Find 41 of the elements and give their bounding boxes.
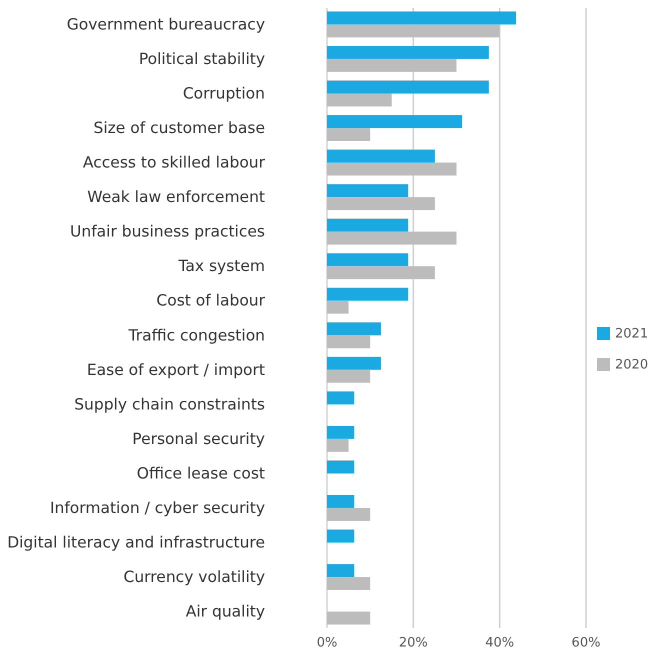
y-tick-label: Office lease cost [136, 464, 265, 482]
bar [327, 530, 354, 543]
legend-label: 2020 [615, 358, 648, 372]
y-tick-label: Access to skilled labour [82, 154, 266, 172]
y-tick-label: Tax system [177, 257, 265, 276]
x-tick-label: 40% [485, 636, 514, 650]
y-tick-label: Personal security [132, 430, 265, 448]
y-tick-label: Air quality [186, 602, 265, 621]
bar [327, 322, 381, 336]
y-tick-label: Currency volatility [124, 568, 265, 586]
y-tick-label: Information / cyber security [50, 498, 265, 517]
y-tick-label: Unfair business practices [70, 222, 265, 241]
y-tick-label: Size of customer base [94, 119, 265, 138]
y-tick-label: Traffic congestion [128, 326, 265, 344]
bar [327, 426, 354, 439]
x-tick-label: 60% [572, 636, 600, 650]
bar [327, 356, 381, 370]
y-tick-label: Political stability [138, 50, 265, 68]
y-tick-label: Government bureaucracy [66, 15, 265, 34]
y-tick-label: Ease of export / import [86, 360, 265, 379]
bar [327, 288, 408, 301]
bar [327, 391, 354, 404]
x-tick-label: 0% [316, 636, 338, 650]
y-tick-label: Weak law enforcement [87, 188, 265, 206]
bar [327, 184, 408, 198]
bar [327, 495, 354, 508]
y-tick-label: Corruption [182, 84, 265, 102]
bar [327, 11, 516, 24]
bar [327, 564, 354, 578]
bar [327, 460, 354, 474]
bar [327, 218, 408, 232]
y-tick-label: Supply chain constraints [74, 395, 265, 414]
y-tick-label: Digital literacy and infrastructure [7, 534, 265, 552]
y-tick-label: Cost of labour [156, 292, 266, 310]
x-tick-label: 20% [398, 636, 428, 650]
bar [327, 80, 489, 94]
bar [327, 115, 462, 128]
bar [327, 46, 489, 59]
legend-label: 2021 [615, 326, 648, 342]
bar [327, 253, 408, 266]
bar [327, 150, 435, 163]
